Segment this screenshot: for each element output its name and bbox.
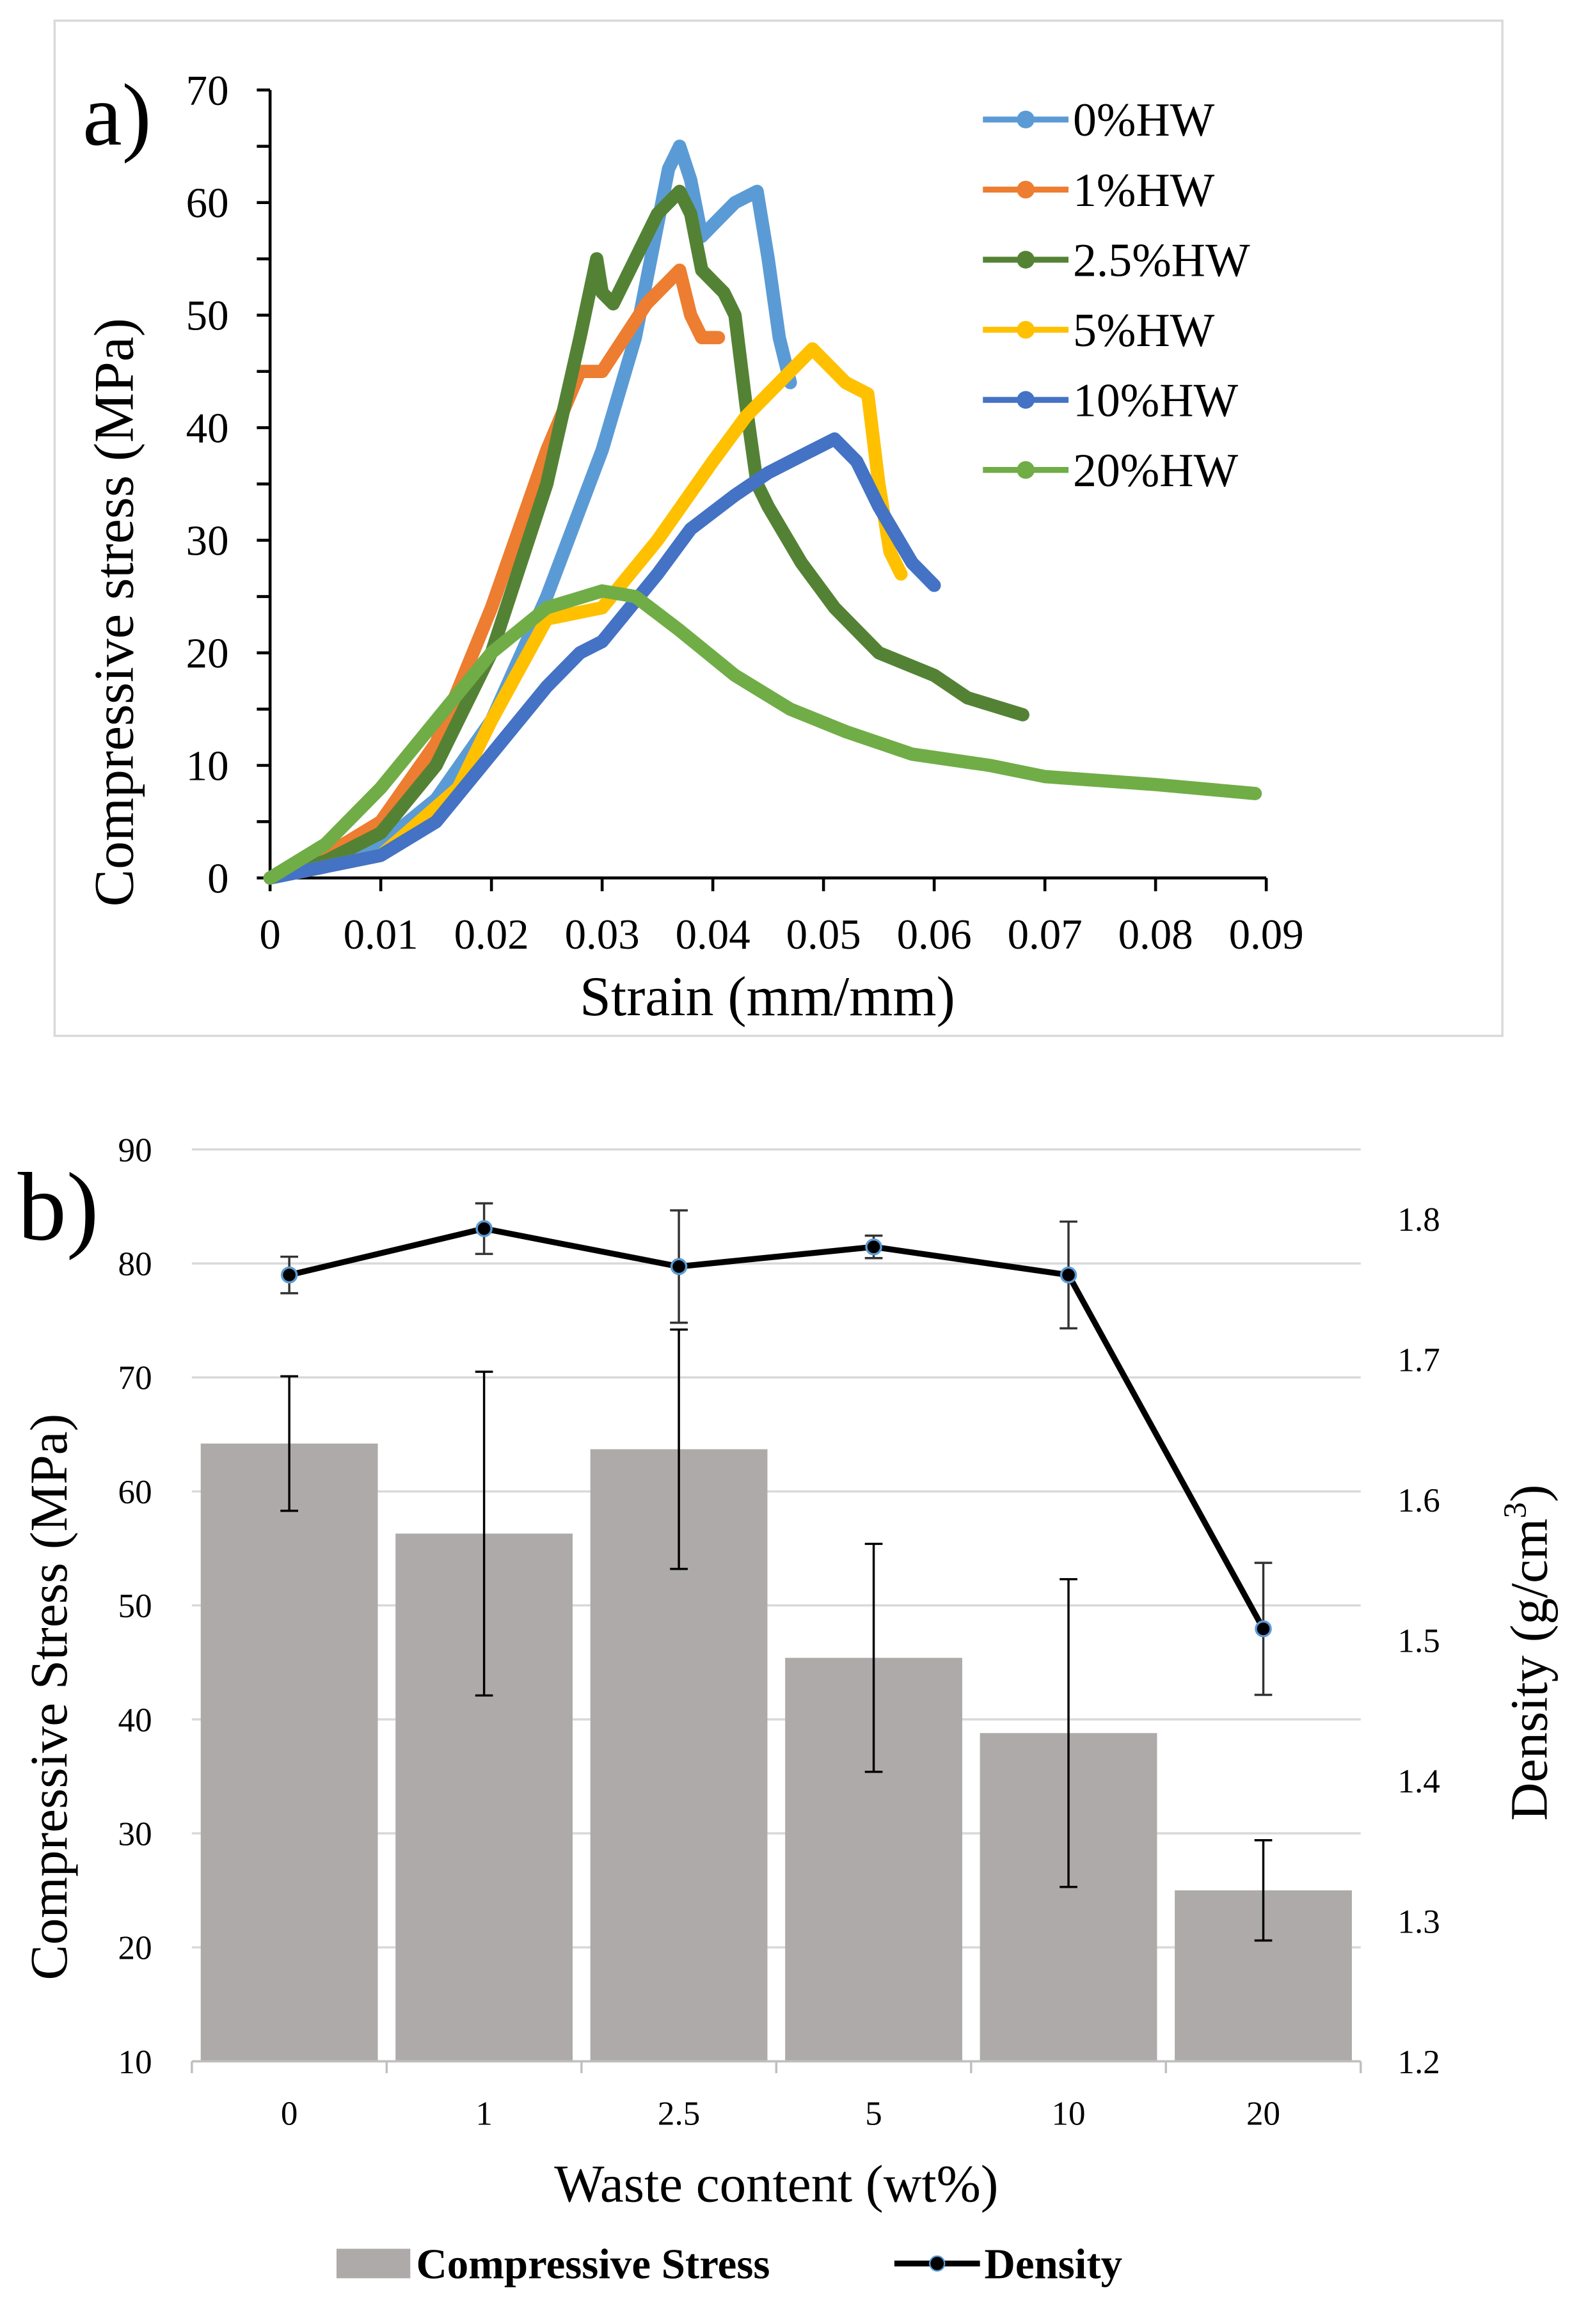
legend-marker xyxy=(1017,461,1035,479)
legend-label: 1%HW xyxy=(1073,164,1215,216)
y-tick-label: 50 xyxy=(186,292,229,340)
x-tick-label: 20 xyxy=(1246,2096,1280,2133)
y-tick-label: 0 xyxy=(207,855,228,903)
y2-tick-label: 1.6 xyxy=(1397,1482,1440,1519)
series-line-10%HW xyxy=(263,432,941,885)
y-tick-label: 10 xyxy=(118,2044,152,2081)
y-tick-label: 60 xyxy=(186,180,229,227)
y-tick-label: 60 xyxy=(118,1474,152,1511)
x-tick-label: 0.02 xyxy=(454,911,529,958)
y-tick-label: 30 xyxy=(186,518,229,565)
legend-marker xyxy=(1017,320,1035,339)
density-point-10 xyxy=(1060,1266,1077,1284)
legend-marker xyxy=(1017,251,1035,269)
x-tick-label: 0.01 xyxy=(344,911,418,958)
y2-tick-label: 1.3 xyxy=(1397,1903,1440,1940)
x-tick-label: 5 xyxy=(865,2096,882,2133)
y2-tick-label: 1.8 xyxy=(1397,1201,1440,1238)
panel-a-y-label: Compressive stress (MPa) xyxy=(83,318,145,906)
density-point-5 xyxy=(865,1238,882,1256)
bar-error-bar xyxy=(280,1375,298,1512)
y2-tick-label: 1.2 xyxy=(1397,2044,1440,2081)
panel-b-bars xyxy=(200,1328,1352,2062)
panel-a-axes: 0 0.01 0.02 0.03 0.04 0.05 0.06 0.07 0.08 0.09 0 10… xyxy=(186,67,1304,958)
panel-b: b) 1020304050607080901.21.31.41.51.61.71… xyxy=(18,1132,1559,2288)
legend-marker xyxy=(1017,111,1035,129)
density-point-1 xyxy=(475,1220,493,1237)
y2-tick-label: 1.7 xyxy=(1397,1341,1440,1379)
x-tick-label: 10 xyxy=(1052,2096,1086,2133)
x-tick-label: 0.08 xyxy=(1118,911,1193,958)
x-tick-label: 1 xyxy=(475,2096,493,2133)
legend-label: 5%HW xyxy=(1073,304,1215,356)
bar-error-bar xyxy=(1060,1577,1077,1888)
y2-tick-label: 1.5 xyxy=(1397,1622,1440,1659)
y-tick-label: 20 xyxy=(186,630,229,677)
panel-b-x-label: Waste content (wt%) xyxy=(554,2154,998,2213)
legend-swatch-compressive-stress xyxy=(336,2249,411,2279)
y-tick-label: 20 xyxy=(118,1930,152,1967)
series-line-2.5%HW xyxy=(263,184,1029,885)
x-tick-label: 0 xyxy=(259,911,280,958)
bar-0 xyxy=(200,1443,378,2062)
x-tick-label: 0.09 xyxy=(1229,911,1304,958)
series-line-20%HW xyxy=(263,584,1262,885)
density-point-0 xyxy=(280,1266,298,1284)
legend-label-density: Density xyxy=(985,2240,1122,2288)
bar-error-bar xyxy=(864,1542,883,1773)
panel-b-legend: Compressive Stress Density xyxy=(336,2240,1122,2288)
panel-b-y-label: Compressive Stress (MPa) xyxy=(19,1414,78,1980)
x-tick-label: 0.05 xyxy=(786,911,861,958)
legend-label: 20%HW xyxy=(1073,444,1239,496)
y-tick-label: 90 xyxy=(118,1132,152,1169)
y-tick-label: 70 xyxy=(118,1360,152,1397)
density-point-20 xyxy=(1255,1620,1272,1638)
legend-marker xyxy=(1017,391,1035,409)
series-line-1%HW xyxy=(263,263,726,885)
bar-error-bar xyxy=(670,1328,688,1570)
panel-a-series xyxy=(263,139,1262,885)
legend-label: 10%HW xyxy=(1073,374,1239,426)
panel-a-x-label: Strain (mm/mm) xyxy=(580,965,955,1027)
y-tick-label: 40 xyxy=(118,1702,152,1739)
y-tick-label: 80 xyxy=(118,1246,152,1283)
legend-label-compressive-stress: Compressive Stress xyxy=(416,2240,770,2288)
panel-a-legend: 0%HW 1%HW 2.5%HW 5%HW 10%HW 20%HW xyxy=(983,93,1250,496)
y2-tick-label: 1.4 xyxy=(1397,1763,1440,1800)
x-tick-label: 0.04 xyxy=(676,911,750,958)
legend-label: 0%HW xyxy=(1073,93,1215,146)
x-tick-label: 0.03 xyxy=(565,911,640,958)
density-point-2.5 xyxy=(670,1258,688,1276)
panel-b-label: b) xyxy=(18,1153,99,1261)
legend-marker-density xyxy=(929,2255,946,2272)
bar-error-bar xyxy=(475,1370,493,1697)
bar-error-bar xyxy=(1254,1839,1273,1942)
y-tick-label: 40 xyxy=(186,405,229,452)
legend-label: 2.5%HW xyxy=(1073,233,1250,286)
x-tick-label: 0 xyxy=(281,2096,298,2133)
panel-b-grid: 10 20 30 40 50 60 70 80 90 1.2 1.3 1.4 1.5 1.6 1.7 1.8 xyxy=(118,1132,1440,2081)
x-tick-label: 2.5 xyxy=(658,2096,700,2133)
panel-b-axes: 0 1 2.5 5 10 20 xyxy=(191,2060,1362,2133)
x-tick-label: 0.07 xyxy=(1008,911,1083,958)
y-tick-label: 30 xyxy=(118,1815,152,1853)
panel-b-y2-label: Density (g/cm3) xyxy=(1497,1485,1558,1821)
panel-b-density-line xyxy=(280,1202,1273,1696)
x-tick-label: 0.06 xyxy=(897,911,972,958)
panel-a: a) 0 0.01 0.02 0.03 0.04 0.05 0.06 0.07 0.08 0.09… xyxy=(53,19,1504,1038)
panel-a-label: a) xyxy=(83,66,152,164)
y-tick-label: 70 xyxy=(186,67,229,115)
density-line xyxy=(289,1226,1266,1631)
legend-marker xyxy=(1017,180,1035,199)
y-tick-label: 10 xyxy=(186,743,229,790)
series-line-5%HW xyxy=(263,342,908,885)
y-tick-label: 50 xyxy=(118,1588,152,1625)
